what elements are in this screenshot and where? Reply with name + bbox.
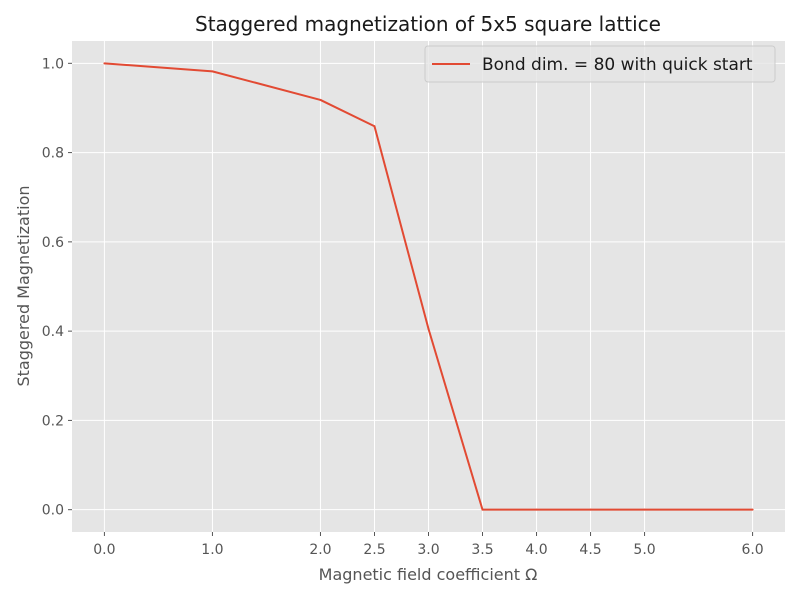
series-layer: [103, 62, 754, 511]
chart-title: Staggered magnetization of 5x5 square la…: [195, 12, 661, 36]
y-axis-label: Staggered Magnetization: [14, 185, 33, 386]
legend: Bond dim. = 80 with quick start: [424, 45, 776, 83]
y-tick-label: 0.0: [42, 503, 64, 519]
x-tick-label: 3.0: [417, 542, 439, 558]
data-point: [211, 70, 214, 73]
data-point: [643, 508, 646, 511]
data-point: [373, 125, 376, 128]
y-tick-label: 0.8: [42, 146, 64, 162]
data-point: [103, 62, 106, 65]
y-tick-label: 0.6: [42, 235, 64, 251]
data-point: [751, 508, 754, 511]
x-tick-label: 5.0: [633, 542, 655, 558]
data-point: [427, 327, 430, 330]
y-tick-label: 1.0: [42, 56, 64, 72]
ticks: 0.0 1.0 2.0 2.5 3.0 3.5 4.0 4.5 5.0 6.0 0.0 0.2 0.4 0…: [42, 56, 764, 558]
x-tick-label: 4.5: [579, 542, 601, 558]
legend-box: [424, 45, 776, 83]
x-tick-label: 0.0: [93, 542, 115, 558]
series-line: [104, 62, 753, 511]
data-point: [481, 508, 484, 511]
x-tick-label: 4.0: [525, 542, 547, 558]
data-point: [319, 98, 322, 101]
x-axis-label: Magnetic field coefficient Ω: [319, 565, 538, 584]
x-tick-label: 2.0: [309, 542, 331, 558]
y-tick-label: 0.4: [42, 324, 64, 340]
data-point: [589, 508, 592, 511]
x-tick-label: 3.5: [471, 542, 493, 558]
x-tick-label: 1.0: [201, 542, 223, 558]
y-tick-label: 0.2: [42, 413, 64, 429]
x-tick-label: 6.0: [741, 542, 763, 558]
legend-label: Bond dim. = 80 with quick start: [482, 55, 753, 75]
data-point: [535, 508, 538, 511]
x-tick-label: 2.5: [363, 542, 385, 558]
